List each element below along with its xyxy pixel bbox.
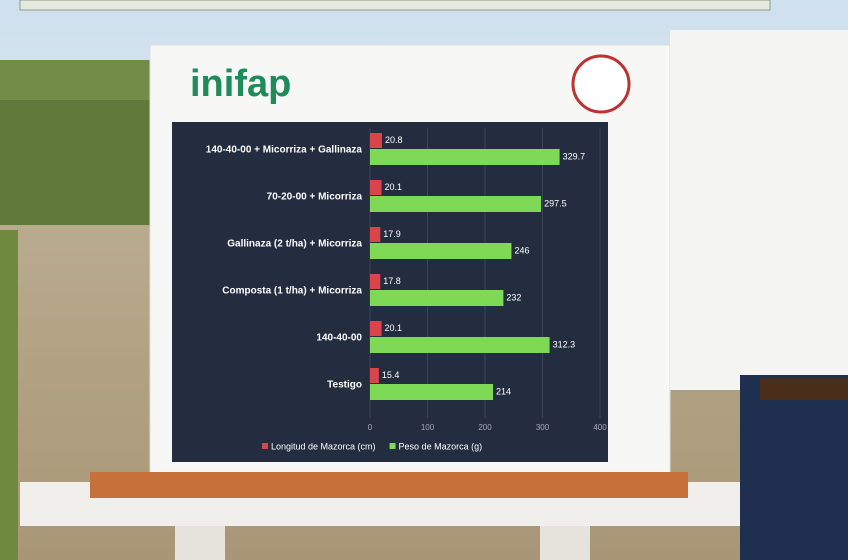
data-label: 214 bbox=[496, 386, 511, 396]
data-label: 20.8 bbox=[385, 135, 403, 145]
data-label: 17.9 bbox=[383, 229, 401, 239]
scene: inifap 0 100 200 300 400 140-40-00 + Micorriz… bbox=[0, 0, 848, 560]
y-tick-label: Composta (1 t/ha) + Micorriza bbox=[222, 286, 362, 297]
y-tick-label: Testigo bbox=[327, 380, 362, 391]
x-tick-label: 400 bbox=[593, 423, 607, 432]
bar bbox=[370, 384, 493, 400]
bar bbox=[370, 227, 380, 242]
x-tick-label: 100 bbox=[421, 423, 435, 432]
bar bbox=[370, 321, 382, 336]
data-label: 232 bbox=[506, 292, 521, 302]
data-label: 17.8 bbox=[383, 276, 401, 286]
x-tick-label: 200 bbox=[478, 423, 492, 432]
bar bbox=[370, 337, 550, 353]
x-tick-label: 300 bbox=[536, 423, 550, 432]
data-label: 15.4 bbox=[382, 370, 400, 380]
data-label: 246 bbox=[514, 245, 529, 255]
bar bbox=[370, 133, 382, 148]
belt bbox=[760, 378, 848, 400]
data-label: 20.1 bbox=[385, 323, 403, 333]
data-label: 329.7 bbox=[563, 151, 586, 161]
data-label: 312.3 bbox=[553, 339, 576, 349]
legend-swatch bbox=[262, 443, 268, 449]
logo: inifap bbox=[190, 63, 291, 105]
shirt bbox=[670, 30, 848, 390]
leaf bbox=[0, 230, 18, 560]
seal bbox=[573, 56, 629, 112]
y-tick-label: Gallinaza (2 t/ha) + Micorriza bbox=[227, 239, 362, 250]
bar bbox=[370, 243, 511, 259]
y-tick-label: 70-20-00 + Micorriza bbox=[267, 192, 363, 203]
data-label: 20.1 bbox=[385, 182, 403, 192]
bar bbox=[370, 274, 380, 289]
y-tick-label: 140-40-00 bbox=[316, 333, 362, 344]
legend-swatch bbox=[390, 443, 396, 449]
bar bbox=[370, 290, 503, 306]
x-tick-label: 0 bbox=[368, 423, 373, 432]
bar bbox=[370, 196, 541, 212]
wood-ledge bbox=[90, 472, 688, 498]
bar bbox=[370, 149, 560, 165]
legend-label: Peso de Mazorca (g) bbox=[399, 441, 483, 451]
top-strip bbox=[20, 0, 770, 10]
bar bbox=[370, 180, 382, 195]
legend-label: Longitud de Mazorca (cm) bbox=[271, 441, 376, 451]
y-tick-label: 140-40-00 + Micorriza + Gallinaza bbox=[206, 145, 363, 156]
data-label: 297.5 bbox=[544, 198, 567, 208]
jeans bbox=[740, 375, 848, 560]
bar bbox=[370, 368, 379, 383]
